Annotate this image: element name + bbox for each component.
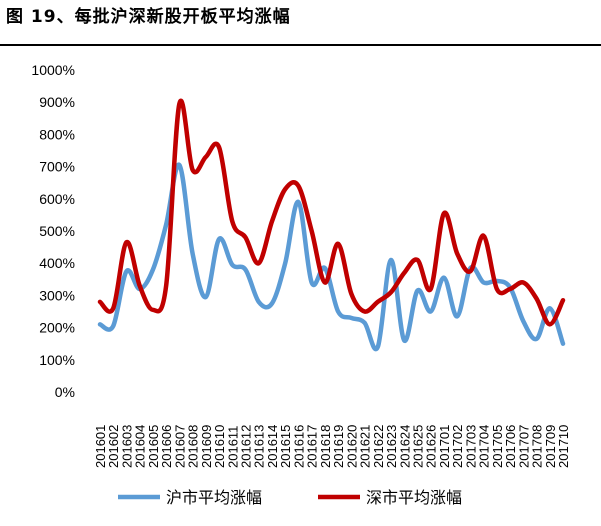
y-tick-label: 0% xyxy=(55,384,75,400)
y-tick-label: 700% xyxy=(39,159,75,175)
x-tick-label: 201625 xyxy=(410,425,425,468)
y-tick-label: 400% xyxy=(39,255,75,271)
x-tick-label: 201623 xyxy=(384,425,399,468)
x-tick-label: 201607 xyxy=(172,425,187,468)
x-tick-label: 201707 xyxy=(516,425,531,468)
x-tick-label: 201608 xyxy=(186,425,201,468)
x-tick-label: 201706 xyxy=(503,425,518,468)
y-tick-label: 900% xyxy=(39,94,75,110)
figure-title: 图 19、每批沪深新股开板平均涨幅 xyxy=(6,7,291,27)
y-tick-label: 300% xyxy=(39,287,75,303)
x-tick-label: 201710 xyxy=(556,425,571,468)
x-tick-label: 201704 xyxy=(477,425,492,468)
x-tick-label: 201602 xyxy=(106,425,121,468)
x-tick-label: 201605 xyxy=(146,425,161,468)
series-line-sh xyxy=(97,162,566,352)
x-tick-label: 201624 xyxy=(397,425,412,468)
x-tick-label: 201705 xyxy=(490,425,505,468)
y-tick-label: 1000% xyxy=(31,62,75,78)
title-underline xyxy=(0,44,601,46)
x-tick-label: 201708 xyxy=(530,425,545,468)
x-tick-label: 201626 xyxy=(424,425,439,468)
x-tick-label: 201614 xyxy=(265,425,280,468)
x-tick-label: 201619 xyxy=(331,425,346,468)
y-tick-label: 600% xyxy=(39,191,75,207)
x-tick-label: 201609 xyxy=(199,425,214,468)
y-tick-label: 200% xyxy=(39,320,75,336)
x-tick-label: 201618 xyxy=(318,425,333,468)
x-tick-label: 201612 xyxy=(239,425,254,468)
x-tick-label: 201703 xyxy=(463,425,478,468)
x-tick-label: 201621 xyxy=(358,425,373,468)
y-tick-label: 100% xyxy=(39,352,75,368)
x-tick-label: 201702 xyxy=(450,425,465,468)
x-tick-label: 201701 xyxy=(437,425,452,468)
x-tick-label: 201603 xyxy=(119,425,134,468)
y-tick-label: 500% xyxy=(39,223,75,239)
legend-label: 深市平均涨幅 xyxy=(366,488,462,507)
x-tick-label: 201615 xyxy=(278,425,293,468)
x-tick-label: 201613 xyxy=(252,425,267,468)
x-tick-label: 201610 xyxy=(212,425,227,468)
x-tick-label: 201620 xyxy=(344,425,359,468)
x-tick-label: 201622 xyxy=(371,425,386,468)
x-tick-label: 201617 xyxy=(305,425,320,468)
legend-label: 沪市平均涨幅 xyxy=(166,488,262,507)
x-tick-label: 201611 xyxy=(225,426,240,468)
x-tick-label: 201606 xyxy=(159,425,174,468)
series-line-sz xyxy=(97,98,566,327)
x-tick-label: 201616 xyxy=(291,425,306,468)
x-tick-label: 201601 xyxy=(93,425,108,468)
y-tick-label: 800% xyxy=(39,126,75,142)
x-tick-label: 201604 xyxy=(133,425,148,468)
x-tick-label: 201709 xyxy=(543,425,558,468)
